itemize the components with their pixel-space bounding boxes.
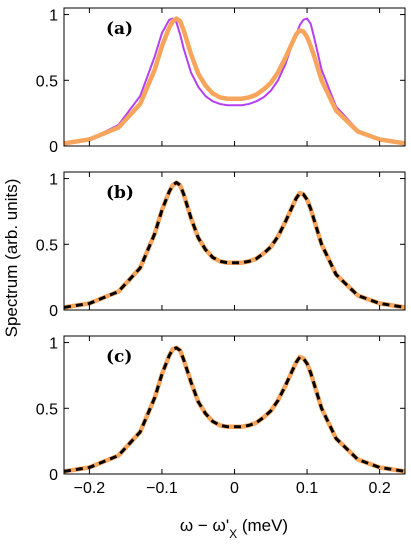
panel-label: (c) [106,347,132,367]
x-tick-label: 0.1 [296,480,318,497]
y-axis-label: Spectrum (arb. units) [2,179,21,338]
x-tick-label: 0 [230,480,239,497]
x-axis-label-prefix: ω − ω' [180,516,229,535]
y-tick-label: 0.5 [36,401,58,418]
series-line-2 [64,16,405,146]
x-axis-label: ω − ω'X (meV) [180,516,288,541]
y-tick-label: 0.5 [36,237,58,254]
y-tick-label: 1 [49,8,58,25]
y-tick-label: 0 [49,303,58,320]
panel-label: (b) [106,183,134,203]
x-tick-label: −0.2 [74,480,106,497]
y-tick-label: 0 [49,139,58,156]
x-tick-label: 0.2 [368,480,390,497]
panel-1: 0 0.5 1 (a) [36,7,406,156]
panel-2: 0 0.5 1 (b) [36,171,406,320]
y-tick-label: 0.5 [36,73,58,90]
x-tick-label: −0.1 [146,480,178,497]
panel-3: −0.2 −0.1 0 0.1 0.2 0 0.5 1 (c) [36,335,406,497]
series-line-2 [64,346,405,473]
series-line-1 [64,17,405,146]
x-axis-label-suffix: (meV) [237,516,288,535]
y-tick-label: 0 [49,467,58,484]
y-tick-label: 1 [49,172,58,189]
panel-label: (a) [106,19,133,39]
x-axis-label-subscript: X [229,527,237,541]
series-line-2 [64,181,405,309]
panels: 0 0.5 1 (a) 0 0.5 1 (b) −0.2 −0.1 0 0.1 0.2 0 0.5 1 (c) [36,7,406,497]
y-tick-label: 1 [49,336,58,353]
